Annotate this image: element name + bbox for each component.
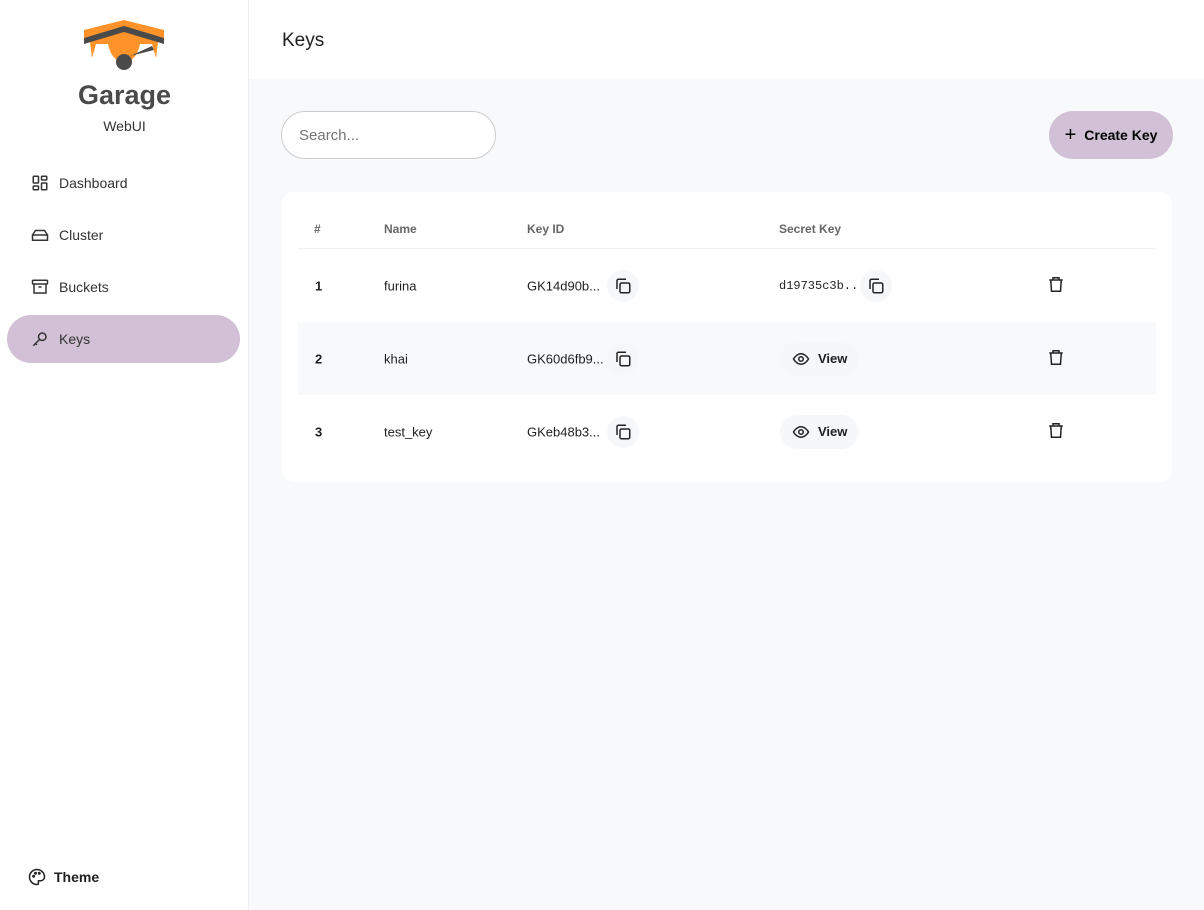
key-name: furina <box>384 278 417 293</box>
row-number: 2 <box>315 351 323 366</box>
theme-label: Theme <box>54 869 100 885</box>
key-id: GKeb48b3... <box>527 424 600 439</box>
plus-icon: + <box>1064 123 1077 146</box>
search-input[interactable] <box>281 111 496 159</box>
table-row: 2 khai GK60d6fb9... View <box>298 322 1156 395</box>
row-number: 3 <box>315 424 323 439</box>
delete-button[interactable] <box>1047 421 1065 442</box>
create-key-button[interactable]: + Create Key <box>1049 111 1173 159</box>
sidebar-item-label: Buckets <box>59 279 109 295</box>
table-row: 3 test_key GKeb48b3... View <box>298 395 1156 468</box>
copy-icon <box>616 424 631 439</box>
copy-key-id-button[interactable] <box>607 342 639 375</box>
brand-name: Garage <box>77 80 172 110</box>
view-label: View <box>818 351 848 366</box>
key-id: GK14d90b... <box>527 278 600 293</box>
key-name: khai <box>384 351 408 366</box>
trash-icon <box>1049 276 1063 292</box>
copy-key-id-button[interactable] <box>607 269 639 302</box>
copy-key-id-button[interactable] <box>607 415 639 448</box>
view-label: View <box>818 424 848 439</box>
sidebar-item-label: Keys <box>59 331 91 347</box>
copy-icon <box>616 351 631 366</box>
palette-icon <box>28 868 46 886</box>
page-title: Keys <box>249 0 1204 79</box>
column-header-secret-key: Secret Key <box>779 222 842 236</box>
copy-icon <box>869 278 884 293</box>
delete-button[interactable] <box>1047 275 1065 296</box>
garage-logo <box>84 20 164 70</box>
eye-icon <box>792 425 810 438</box>
column-header-number: # <box>314 222 321 236</box>
dashboard-icon <box>32 175 48 191</box>
trash-icon <box>1049 422 1063 438</box>
view-secret-button[interactable]: View <box>780 341 860 376</box>
table-row: 1 furina GK14d90b... d19735c3b... <box>298 249 1156 322</box>
trash-icon <box>1049 349 1063 365</box>
brand-subtitle: WebUI <box>103 118 146 134</box>
theme-button[interactable]: Theme <box>28 868 99 886</box>
key-icon <box>32 332 47 347</box>
sidebar-item-dashboard[interactable]: Dashboard <box>7 159 240 207</box>
sidebar-item-label: Cluster <box>59 227 104 243</box>
sidebar: Garage WebUI Dashboard Cluster Buckets K… <box>0 0 249 910</box>
delete-button[interactable] <box>1047 348 1065 369</box>
sidebar-item-keys[interactable]: Keys <box>7 315 240 363</box>
hard-drive-icon <box>31 229 49 241</box>
secret-key: d19735c3b... <box>779 278 866 293</box>
row-number: 1 <box>315 278 323 293</box>
sidebar-item-cluster[interactable]: Cluster <box>7 211 240 259</box>
keys-table: # Name Key ID Secret Key 1 furina GK14d9… <box>282 192 1172 482</box>
sidebar-item-label: Dashboard <box>59 175 128 191</box>
create-key-label: Create Key <box>1084 127 1158 143</box>
copy-secret-button[interactable] <box>860 269 892 302</box>
key-name: test_key <box>384 424 433 439</box>
key-id: GK60d6fb9... <box>527 351 604 366</box>
eye-icon <box>792 352 810 365</box>
archive-icon <box>31 279 49 294</box>
view-secret-button[interactable]: View <box>780 414 860 449</box>
header-divider <box>298 248 1156 249</box>
column-header-key-id: Key ID <box>527 222 565 236</box>
copy-icon <box>616 278 631 293</box>
sidebar-item-buckets[interactable]: Buckets <box>7 263 240 311</box>
column-header-name: Name <box>384 222 417 236</box>
